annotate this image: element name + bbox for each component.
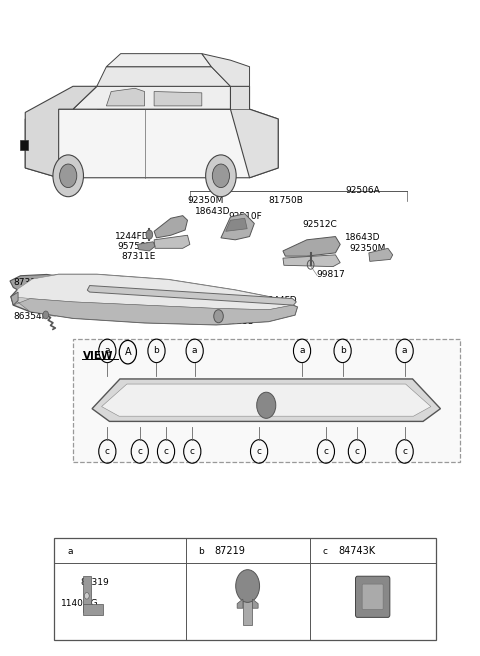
Text: A: A — [144, 285, 150, 295]
Polygon shape — [107, 54, 211, 67]
Text: 81750B: 81750B — [269, 196, 303, 205]
Polygon shape — [230, 87, 278, 178]
Polygon shape — [202, 54, 250, 87]
Text: c: c — [324, 447, 328, 456]
FancyBboxPatch shape — [83, 576, 91, 612]
Polygon shape — [137, 242, 155, 251]
Polygon shape — [154, 216, 188, 238]
Text: c: c — [164, 447, 168, 456]
FancyBboxPatch shape — [243, 587, 252, 625]
Polygon shape — [283, 237, 340, 256]
Text: a: a — [402, 346, 408, 356]
Text: 92506A: 92506A — [345, 186, 380, 195]
Text: 95750L: 95750L — [117, 242, 151, 251]
Polygon shape — [154, 236, 190, 249]
Polygon shape — [11, 297, 297, 325]
Text: A: A — [124, 347, 131, 357]
Text: 87365: 87365 — [96, 276, 125, 285]
Text: 87393: 87393 — [226, 317, 254, 326]
Text: a: a — [300, 346, 305, 356]
Polygon shape — [283, 255, 340, 266]
Circle shape — [236, 569, 260, 602]
Text: 1244FD: 1244FD — [115, 232, 150, 241]
Text: 92350M: 92350M — [188, 196, 224, 205]
Text: b: b — [340, 346, 346, 356]
Text: 87312H: 87312H — [13, 277, 48, 287]
Text: 87219: 87219 — [214, 546, 245, 556]
Circle shape — [84, 592, 89, 599]
FancyBboxPatch shape — [362, 584, 383, 609]
Circle shape — [205, 155, 236, 197]
Polygon shape — [11, 292, 18, 305]
FancyBboxPatch shape — [54, 539, 436, 640]
Text: 92350M: 92350M — [350, 244, 386, 253]
Text: 84743K: 84743K — [338, 546, 375, 556]
Polygon shape — [97, 67, 230, 87]
Text: c: c — [402, 447, 407, 456]
Circle shape — [212, 164, 229, 188]
Polygon shape — [226, 218, 247, 232]
Circle shape — [60, 164, 77, 188]
Polygon shape — [102, 384, 431, 416]
Polygon shape — [237, 599, 243, 608]
Polygon shape — [107, 89, 144, 106]
Text: c: c — [137, 447, 142, 456]
Polygon shape — [92, 379, 441, 421]
Text: 1244FD: 1244FD — [263, 296, 298, 305]
Text: 18643D: 18643D — [195, 207, 230, 216]
Text: c: c — [190, 447, 195, 456]
FancyBboxPatch shape — [83, 604, 103, 615]
Text: b: b — [198, 547, 204, 556]
FancyBboxPatch shape — [20, 140, 28, 150]
Polygon shape — [87, 285, 296, 305]
Polygon shape — [369, 249, 393, 261]
Text: 99817: 99817 — [316, 270, 345, 279]
Text: c: c — [354, 447, 360, 456]
Text: 18643D: 18643D — [345, 234, 381, 242]
Text: VIEW: VIEW — [83, 351, 113, 361]
Text: a: a — [68, 547, 73, 556]
Text: 92510F: 92510F — [228, 212, 262, 221]
Polygon shape — [10, 274, 90, 292]
Text: 92512C: 92512C — [302, 220, 337, 230]
Polygon shape — [25, 109, 278, 178]
Text: c: c — [257, 447, 262, 456]
Polygon shape — [25, 87, 97, 178]
Polygon shape — [154, 92, 202, 106]
Polygon shape — [221, 214, 254, 240]
Text: b: b — [154, 346, 159, 356]
Text: 86354K: 86354K — [13, 312, 48, 321]
Circle shape — [214, 310, 223, 323]
Polygon shape — [13, 274, 292, 310]
Text: a: a — [105, 346, 110, 356]
Circle shape — [146, 230, 153, 239]
Text: c: c — [105, 447, 110, 456]
Polygon shape — [11, 274, 297, 325]
Text: 1140MG: 1140MG — [61, 599, 99, 608]
Polygon shape — [252, 599, 258, 608]
Text: c: c — [323, 547, 327, 556]
Text: a: a — [192, 346, 197, 356]
Text: 87311E: 87311E — [121, 252, 156, 260]
Circle shape — [257, 392, 276, 419]
FancyBboxPatch shape — [356, 576, 390, 617]
Circle shape — [43, 311, 48, 319]
Polygon shape — [73, 87, 250, 109]
Text: 87319: 87319 — [80, 578, 109, 587]
FancyBboxPatch shape — [73, 339, 459, 462]
Circle shape — [53, 155, 84, 197]
